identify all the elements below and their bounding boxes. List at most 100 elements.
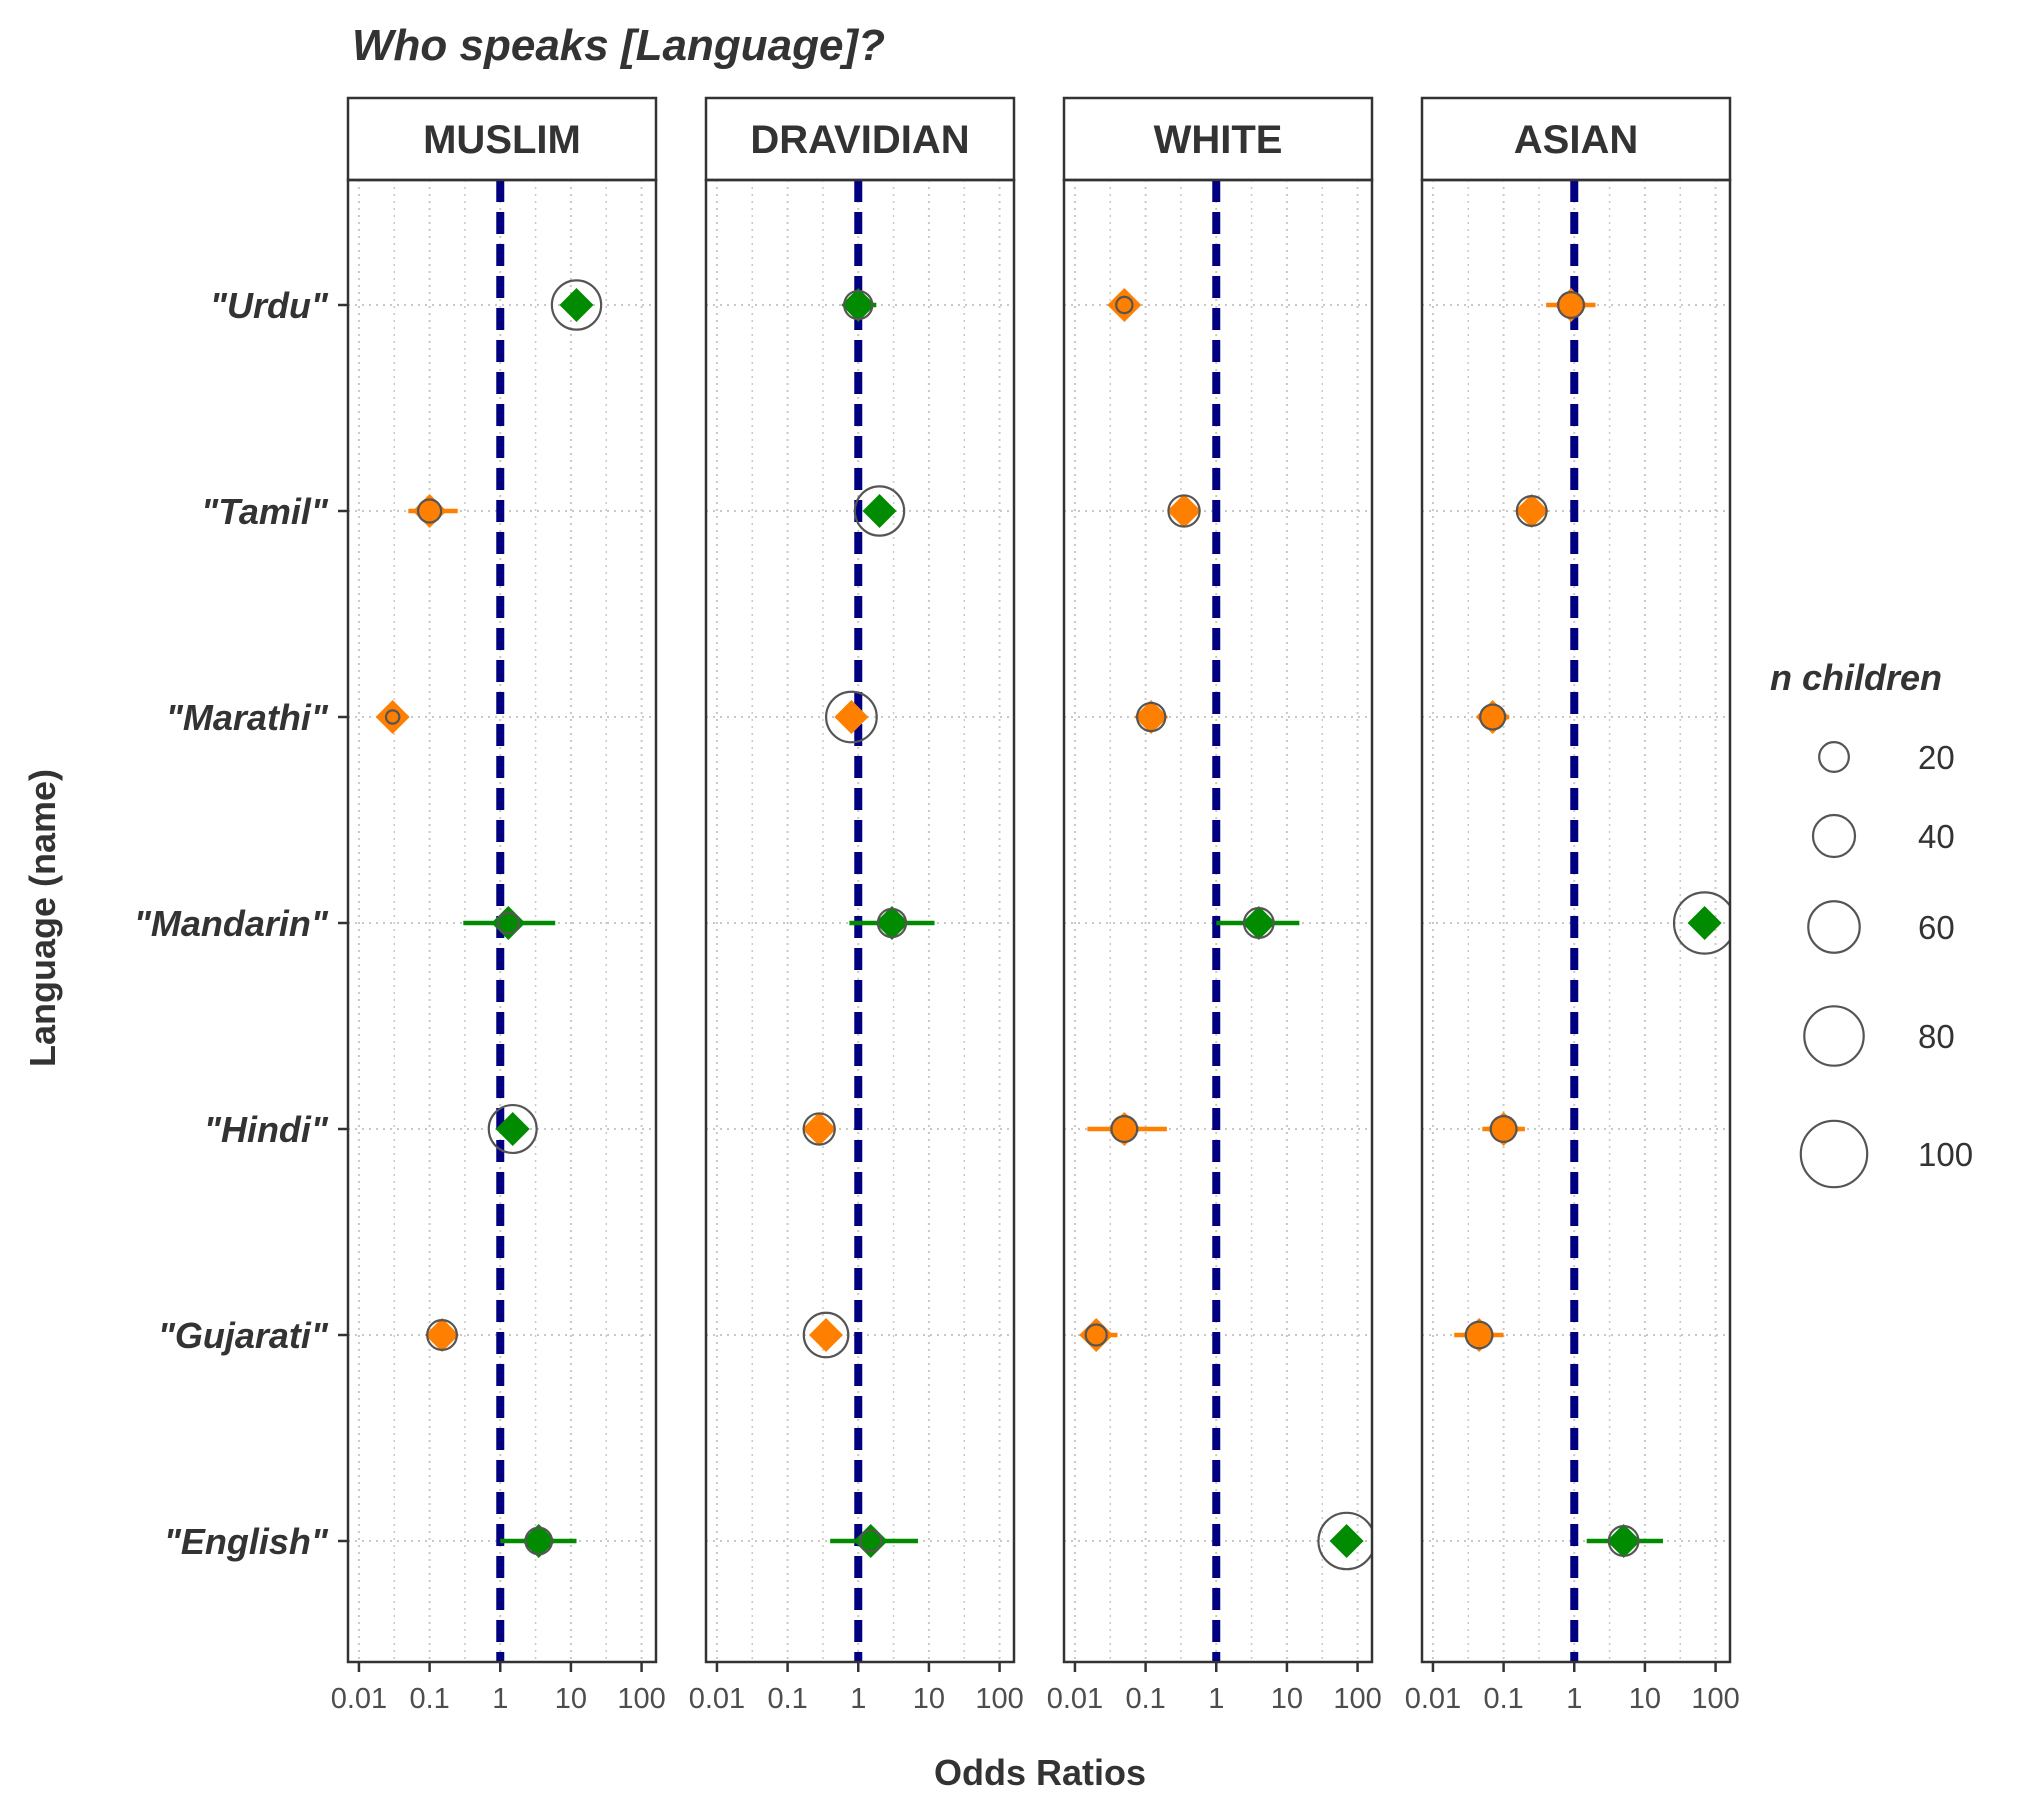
odds-ratio-diamond xyxy=(1167,494,1202,528)
odds-ratio-diamond xyxy=(521,1524,556,1558)
data-point xyxy=(802,1311,850,1359)
y-tick-label: "Marathi" xyxy=(166,697,329,738)
data-point xyxy=(463,906,556,940)
chart-title: Who speaks [Language]? xyxy=(352,21,885,70)
sample-size-circle xyxy=(426,1319,458,1351)
sample-size-circle xyxy=(1489,1115,1518,1143)
sample-size-circle xyxy=(487,1103,538,1155)
strip-label: WHITE xyxy=(1154,118,1283,162)
data-point xyxy=(849,906,935,940)
data-point xyxy=(1079,1318,1118,1352)
x-tick-label: 0.01 xyxy=(331,1683,387,1715)
sample-size-circle xyxy=(802,1311,850,1359)
data-point xyxy=(802,1112,837,1146)
x-tick-label: 0.01 xyxy=(1047,1683,1103,1715)
panel-border xyxy=(1062,178,1374,1664)
y-axis-title: Language (name) xyxy=(22,769,63,1067)
legend-label: 80 xyxy=(1918,1018,1955,1055)
sample-size-circle xyxy=(1479,703,1507,731)
data-point xyxy=(408,494,458,528)
x-tick-label: 100 xyxy=(1333,1683,1381,1715)
sample-size-circle xyxy=(1515,495,1548,527)
data-point xyxy=(841,288,877,322)
sample-size-circle xyxy=(859,1529,883,1553)
y-tick-label: "Hindi" xyxy=(204,1109,329,1150)
x-axis-title: Odds Ratios xyxy=(934,1752,1146,1793)
odds-ratio-diamond xyxy=(495,1112,530,1146)
odds-ratio-diamond xyxy=(841,288,876,322)
panel-dravidian: DRAVIDIAN 0.01 0.1 1 10 100 xyxy=(689,96,1024,1715)
y-axis-tick-labels: "Urdu" "Tamil" "Marathi" "Mandarin" "Hindi" "… xyxy=(134,285,348,1562)
legend-circle xyxy=(1807,900,1861,954)
odds-ratio-diamond xyxy=(1462,1318,1497,1352)
panel-border xyxy=(1420,178,1732,1664)
odds-ratio-diamond xyxy=(802,1112,837,1146)
data-point xyxy=(500,1524,577,1558)
odds-ratio-diamond xyxy=(1079,1318,1114,1352)
panel-asian: ASIAN 0.01 0.1 1 10 100 xyxy=(1405,96,1740,1715)
data-point xyxy=(1134,700,1169,734)
x-tick-label: 0.01 xyxy=(689,1683,745,1715)
data-point xyxy=(375,700,410,734)
data-point xyxy=(1586,1524,1663,1558)
panel-plot-area xyxy=(1422,180,1730,1662)
size-legend: n children 20 40 60 80 100 xyxy=(1770,657,1973,1189)
odds-ratio-diamond xyxy=(1241,906,1276,940)
x-tick-label: 10 xyxy=(913,1683,945,1715)
panel-plot-area xyxy=(348,180,656,1662)
sample-size-circle xyxy=(1317,1511,1372,1571)
x-tick-label: 100 xyxy=(975,1683,1023,1715)
legend-label: 20 xyxy=(1918,739,1955,776)
data-point xyxy=(1475,700,1510,734)
data-point xyxy=(1454,1318,1504,1352)
sample-size-circle xyxy=(1607,1525,1640,1557)
x-tick-label: 100 xyxy=(617,1683,665,1715)
sample-size-circle xyxy=(802,1112,836,1146)
legend-label: 100 xyxy=(1918,1136,1973,1173)
y-tick-label: "Tamil" xyxy=(201,491,329,532)
odds-ratio-diamond xyxy=(491,906,526,940)
sample-size-circle xyxy=(825,690,878,744)
data-point xyxy=(425,1318,460,1352)
x-tick-label: 0.1 xyxy=(409,1683,449,1715)
sample-size-circle xyxy=(1110,1115,1139,1143)
sample-size-circle xyxy=(843,289,874,321)
odds-ratio-diamond xyxy=(874,906,909,940)
data-point xyxy=(1107,288,1142,322)
legend-label: 60 xyxy=(1918,909,1955,946)
sample-size-circle xyxy=(876,907,908,939)
x-tick-label: 1 xyxy=(1208,1683,1224,1715)
data-point xyxy=(825,690,878,744)
x-tick-label: 10 xyxy=(555,1683,587,1715)
y-tick-label: "Gujarati" xyxy=(158,1315,329,1356)
panel-border xyxy=(704,178,1016,1664)
sample-size-circle xyxy=(1084,1323,1108,1347)
strip-label: MUSLIM xyxy=(423,118,581,162)
legend-circle xyxy=(1818,741,1850,773)
data-point xyxy=(1672,891,1730,955)
odds-ratio-diamond xyxy=(559,288,594,322)
y-tick-label: "Mandarin" xyxy=(134,903,329,944)
data-point xyxy=(1482,1112,1525,1146)
data-point xyxy=(1087,1112,1167,1146)
sample-size-circle xyxy=(1167,494,1201,528)
sample-size-circle xyxy=(524,1526,554,1556)
x-tick-label: 0.01 xyxy=(1405,1683,1461,1715)
data-point xyxy=(1216,906,1300,940)
odds-ratio-diamond xyxy=(1687,906,1722,940)
legend-circle xyxy=(1803,1005,1865,1067)
odds-ratio-diamond xyxy=(862,494,897,528)
x-tick-label: 1 xyxy=(492,1683,508,1715)
legend-circle xyxy=(1811,813,1857,859)
x-tick-label: 10 xyxy=(1629,1683,1661,1715)
x-tick-label: 1 xyxy=(850,1683,866,1715)
odds-ratio-diamond xyxy=(834,700,869,734)
sample-size-circle xyxy=(1557,291,1585,319)
sample-size-circle xyxy=(1242,907,1275,939)
sample-size-circle xyxy=(1136,701,1167,733)
sample-size-circle xyxy=(1115,295,1134,315)
odds-ratio-diamond xyxy=(809,1318,844,1352)
sample-size-circle xyxy=(384,709,401,725)
data-point xyxy=(487,1103,538,1155)
